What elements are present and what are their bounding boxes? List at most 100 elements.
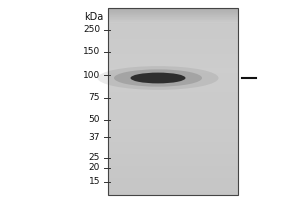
Bar (108, 192, 238, 193)
Bar (108, 97, 238, 98)
Text: 15: 15 (88, 178, 100, 186)
Bar (108, 139, 238, 140)
Bar (108, 73, 238, 74)
Bar (108, 130, 238, 131)
Bar (108, 51, 238, 52)
Bar (108, 171, 238, 172)
Bar (108, 142, 238, 143)
Bar (108, 115, 238, 116)
Bar (108, 125, 238, 126)
Bar (108, 40, 238, 41)
Bar (108, 85, 238, 86)
Bar (108, 175, 238, 176)
Bar (108, 124, 238, 125)
Bar (108, 90, 238, 91)
Bar (108, 36, 238, 37)
Bar (108, 42, 238, 43)
Bar (108, 117, 238, 118)
Bar (108, 47, 238, 48)
Bar (108, 35, 238, 36)
Text: 20: 20 (88, 164, 100, 172)
Bar (108, 103, 238, 104)
Bar (108, 65, 238, 66)
Bar (108, 49, 238, 50)
Text: 50: 50 (88, 116, 100, 124)
Bar (108, 64, 238, 65)
Bar (108, 87, 238, 88)
Bar (108, 92, 238, 93)
Bar (108, 155, 238, 156)
Bar (108, 180, 238, 181)
Bar (108, 34, 238, 35)
Bar (108, 77, 238, 78)
Bar (108, 121, 238, 122)
Text: 75: 75 (88, 94, 100, 102)
Bar (108, 190, 238, 191)
Bar (108, 150, 238, 151)
Bar (108, 170, 238, 171)
Bar (108, 18, 238, 19)
Bar (108, 105, 238, 106)
Bar (108, 29, 238, 30)
Bar (108, 191, 238, 192)
Bar (108, 100, 238, 101)
Bar (108, 95, 238, 96)
Bar (108, 159, 238, 160)
Bar (108, 11, 238, 12)
Bar (108, 167, 238, 168)
Bar (108, 13, 238, 14)
Bar (108, 164, 238, 165)
Bar (108, 138, 238, 139)
Bar (108, 27, 238, 28)
Bar (108, 133, 238, 134)
Bar (108, 153, 238, 154)
Bar (108, 113, 238, 114)
Bar (108, 8, 238, 195)
Bar (108, 44, 238, 45)
Bar (108, 14, 238, 15)
Bar (108, 56, 238, 57)
Bar (108, 158, 238, 159)
Bar (108, 33, 238, 34)
Bar (108, 118, 238, 119)
Bar (108, 20, 238, 21)
Bar (108, 114, 238, 115)
Bar (108, 82, 238, 83)
Text: 100: 100 (83, 71, 100, 79)
Bar (108, 41, 238, 42)
Bar (108, 172, 238, 173)
Bar (108, 45, 238, 46)
Bar (108, 10, 238, 11)
Bar (108, 132, 238, 133)
Bar (108, 128, 238, 129)
Bar (108, 186, 238, 187)
Bar (108, 43, 238, 44)
Bar (108, 106, 238, 107)
Bar (108, 38, 238, 39)
Bar (108, 145, 238, 146)
Bar (108, 30, 238, 31)
Bar (108, 160, 238, 161)
Bar (108, 94, 238, 95)
Bar (108, 149, 238, 150)
Bar (108, 194, 238, 195)
Bar (108, 193, 238, 194)
Bar (108, 141, 238, 142)
Bar (108, 8, 238, 9)
Bar (108, 185, 238, 186)
Bar (108, 107, 238, 108)
Bar (108, 31, 238, 32)
Bar (108, 166, 238, 167)
Bar (108, 25, 238, 26)
Bar (108, 58, 238, 59)
Bar (108, 189, 238, 190)
Bar (108, 127, 238, 128)
Text: 25: 25 (88, 154, 100, 162)
Bar (108, 184, 238, 185)
Bar (108, 98, 238, 99)
Bar (108, 135, 238, 136)
Bar (108, 12, 238, 13)
Bar (108, 179, 238, 180)
Bar (108, 174, 238, 175)
Bar (108, 112, 238, 113)
